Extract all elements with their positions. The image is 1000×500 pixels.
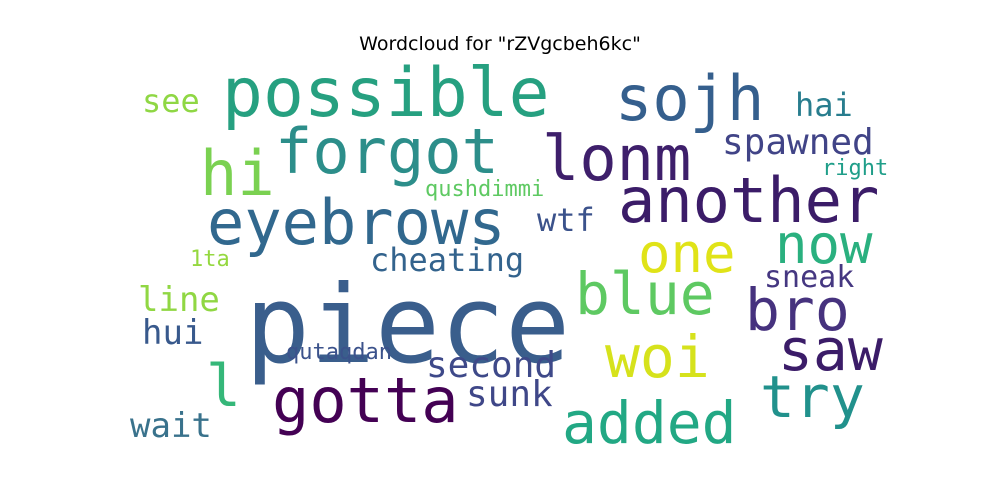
word-l: l: [206, 352, 241, 420]
word-hi: hi: [200, 137, 275, 210]
word-hai: hai: [795, 86, 853, 124]
word-bro: bro: [745, 276, 850, 344]
word-one: one: [638, 222, 736, 285]
word-possible: possible: [222, 54, 550, 133]
word-try: try: [760, 363, 865, 431]
word-gotta: gotta: [272, 364, 459, 437]
word-sojh: sojh: [615, 62, 764, 135]
word-wtf: wtf: [537, 201, 595, 239]
word-second: second: [426, 345, 556, 386]
chart-title: Wordcloud for "rZVgcbeh6kc": [359, 33, 641, 55]
word-qushdimmi: qushdimmi: [425, 177, 544, 202]
word-forgot: forgot: [275, 115, 499, 188]
word-spawned: spawned: [722, 122, 874, 163]
word-see: see: [142, 82, 200, 120]
word-woi: woi: [605, 323, 710, 391]
word-wait: wait: [130, 406, 212, 446]
word-added: added: [562, 389, 737, 457]
word-hui: hui: [142, 313, 203, 353]
word-1ta: 1ta: [190, 247, 230, 272]
word-sneak: sneak: [764, 260, 854, 295]
word-another: another: [618, 164, 879, 237]
word-blue: blue: [575, 260, 715, 328]
word-cheating: cheating: [370, 241, 524, 279]
word-right: right: [822, 156, 888, 181]
word-eyebrows: eyebrows: [207, 186, 506, 259]
word-sunk: sunk: [466, 374, 553, 415]
word-piece: piece: [245, 263, 570, 388]
word-lonm: lonm: [542, 122, 691, 195]
word-now: now: [775, 213, 873, 276]
word-saw: saw: [778, 316, 883, 384]
word-qutaqdan: qutaqdan: [286, 340, 392, 365]
word-line: line: [138, 280, 220, 320]
